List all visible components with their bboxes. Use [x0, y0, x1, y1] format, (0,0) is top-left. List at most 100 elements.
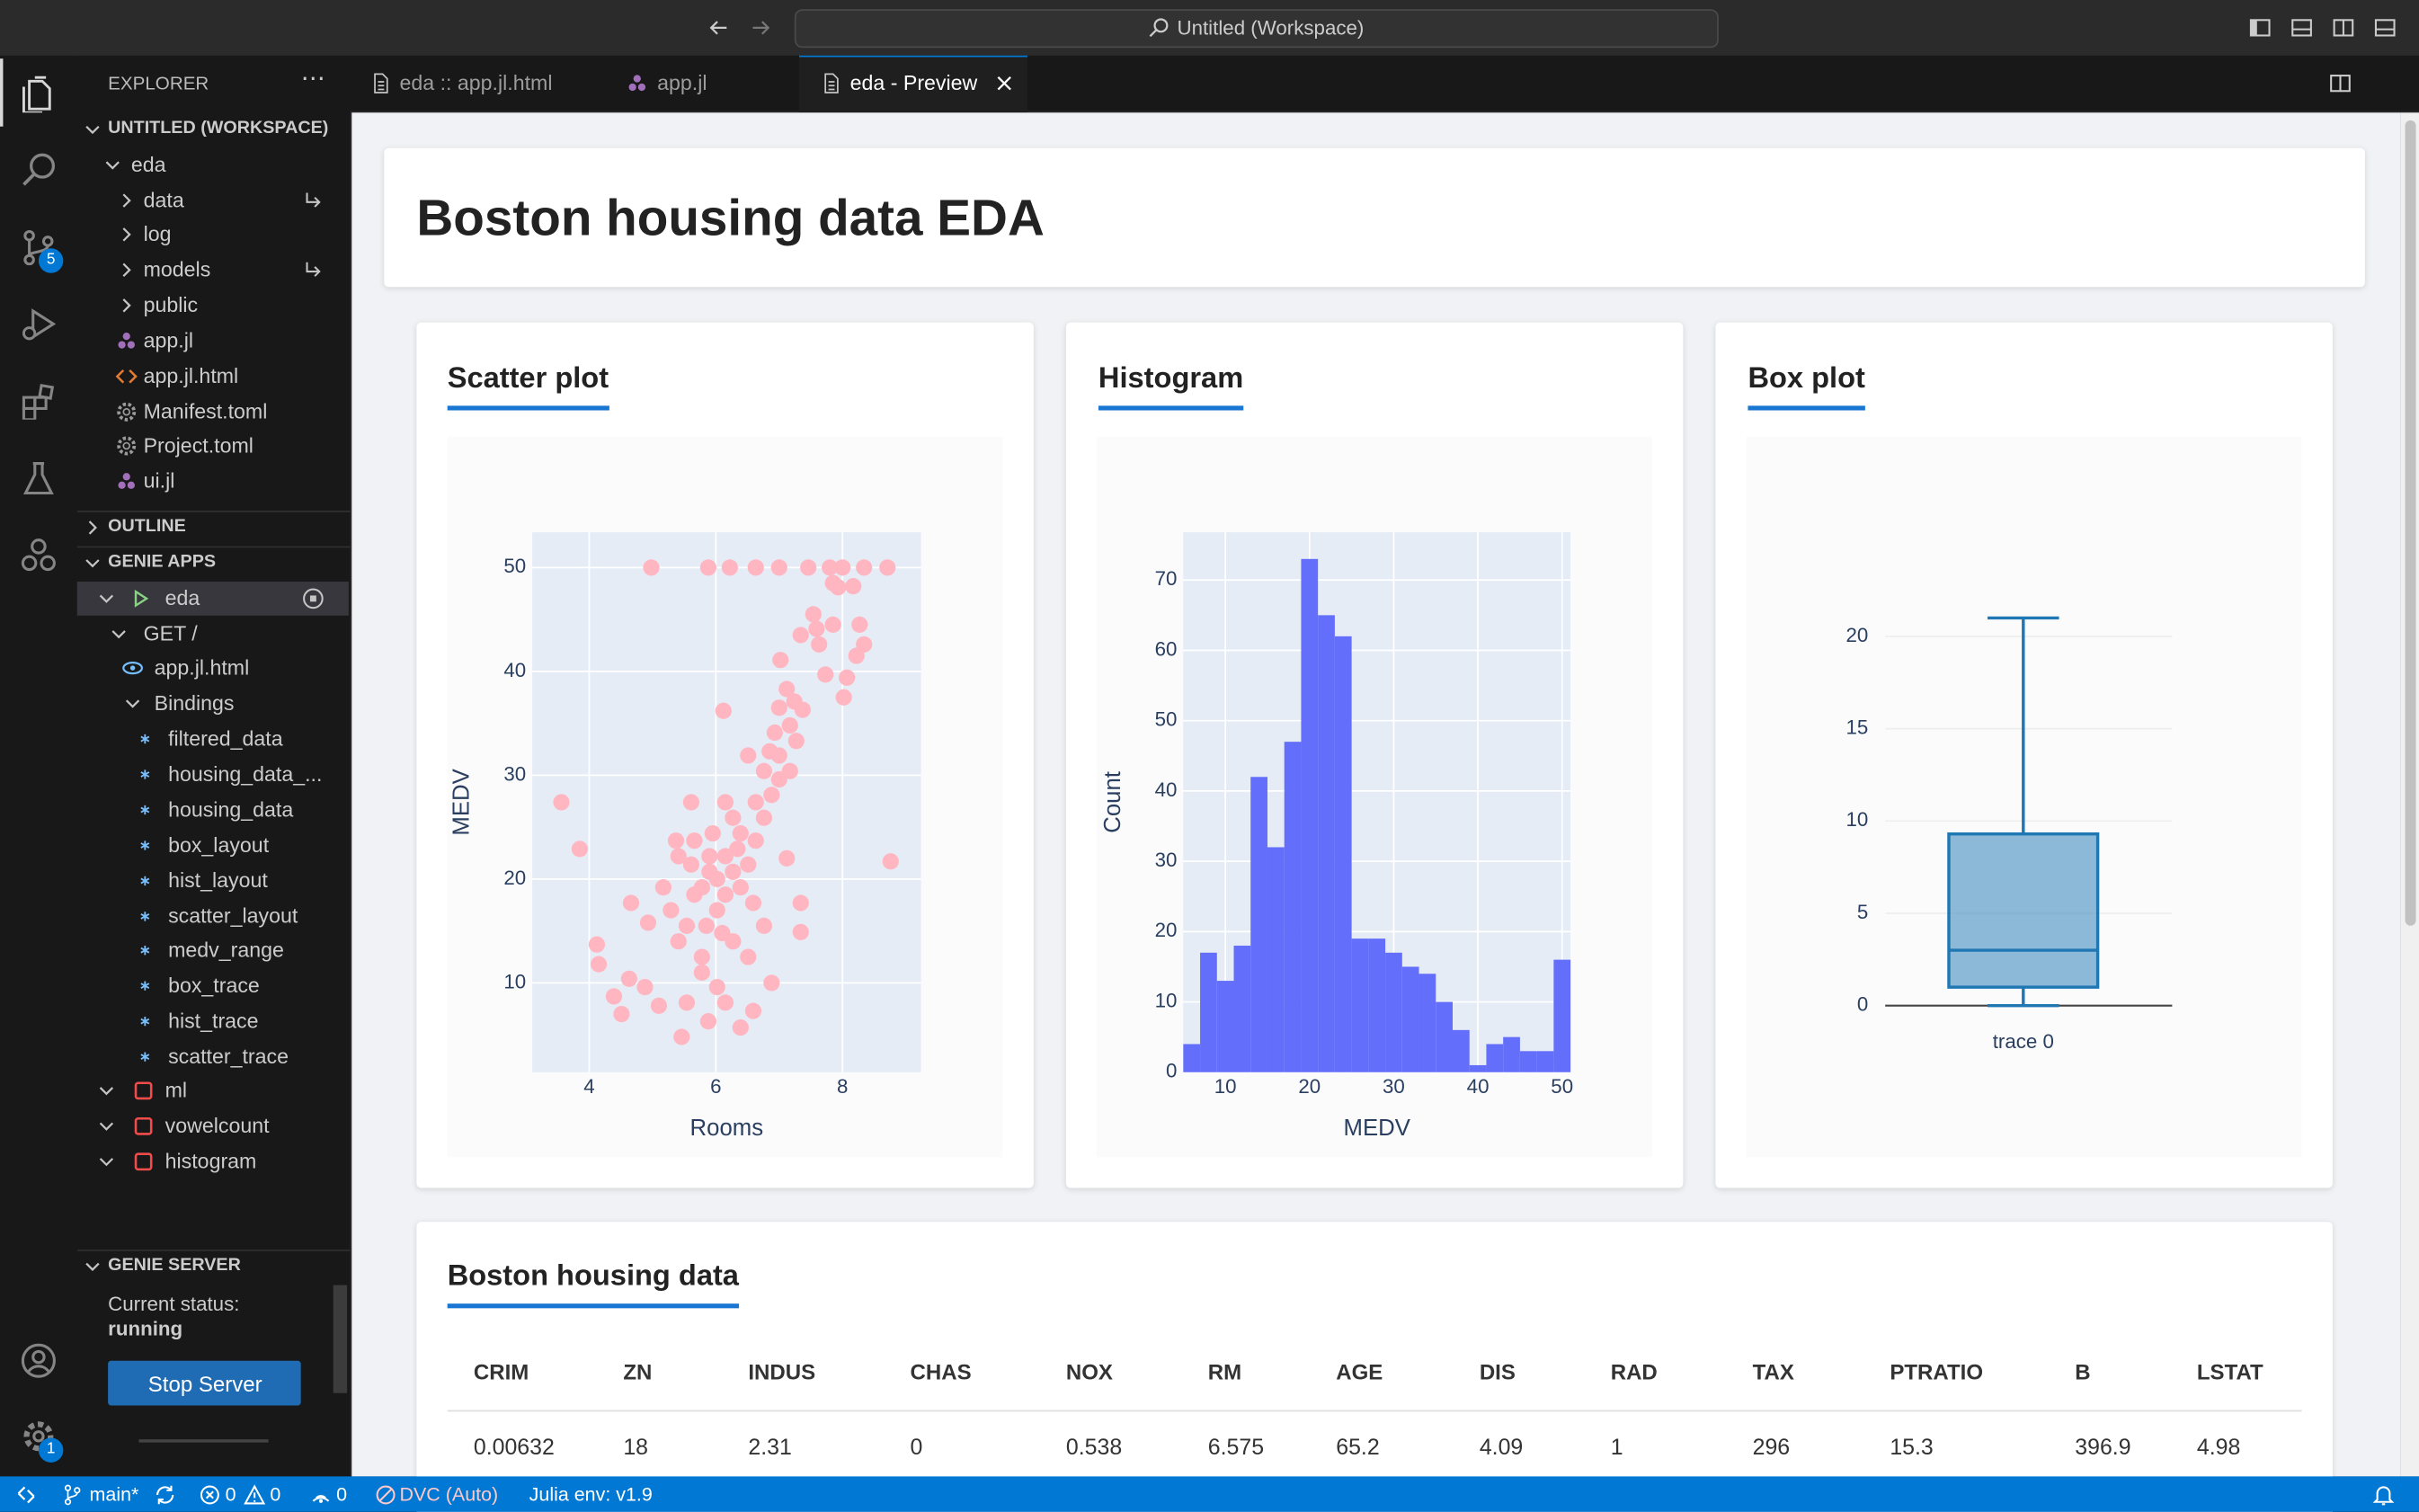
- warning-count[interactable]: 0: [270, 1483, 281, 1506]
- icon: [22, 383, 55, 420]
- tree-item[interactable]: box_trace: [168, 974, 260, 998]
- tree-item[interactable]: models: [143, 258, 211, 281]
- stop-server-button[interactable]: [108, 1360, 301, 1406]
- section-header[interactable]: UNTITLED (WORKSPACE): [108, 119, 329, 138]
- badge: 1: [38, 1437, 64, 1463]
- histogram-bar: [1318, 615, 1335, 1072]
- icon: [22, 153, 56, 186]
- icon: [122, 298, 131, 313]
- x-tick-label: 40: [1467, 1075, 1490, 1098]
- x-axis-title: Rooms: [690, 1116, 764, 1141]
- tree-item[interactable]: eda: [165, 586, 200, 610]
- table-cell: 296: [1752, 1436, 1791, 1461]
- command-center[interactable]: [794, 9, 1719, 49]
- icon-shape: [17, 1486, 35, 1504]
- icon: [22, 76, 51, 113]
- tree-item[interactable]: hist_trace: [168, 1009, 259, 1033]
- tree-item[interactable]: public: [143, 293, 199, 317]
- table-cell: 1: [1610, 1436, 1623, 1461]
- section-header[interactable]: OUTLINE: [108, 517, 186, 536]
- scatter-point: [678, 917, 696, 934]
- branch[interactable]: main*: [89, 1483, 139, 1506]
- tree-item[interactable]: app.jl: [143, 328, 194, 352]
- column-header: B: [2075, 1358, 2091, 1384]
- icon: [134, 1152, 153, 1171]
- scatter-point: [882, 853, 899, 870]
- icon-shape: [22, 326, 37, 341]
- section-header[interactable]: GENIE APPS: [108, 552, 217, 572]
- tree-item[interactable]: housing_data: [168, 797, 294, 822]
- histogram-bar: [1200, 952, 1217, 1072]
- scatter-point: [654, 879, 671, 896]
- tab[interactable]: app.jl: [657, 71, 707, 95]
- scatter-point: [747, 832, 764, 849]
- icon: [376, 1485, 396, 1505]
- search-text[interactable]: Untitled (Workspace): [1177, 16, 1365, 40]
- tree-item[interactable]: Bindings: [154, 691, 235, 716]
- more-actions[interactable]: ⋯: [300, 66, 326, 93]
- scrollbar[interactable]: [333, 1285, 348, 1393]
- tree-item[interactable]: histogram: [165, 1149, 257, 1173]
- tree-item[interactable]: scatter_layout: [168, 903, 298, 928]
- scrollbar-thumb[interactable]: [2405, 120, 2416, 926]
- sidebar-title: EXPLORER: [108, 72, 209, 94]
- tree-item[interactable]: ui.jl: [143, 469, 175, 493]
- dvc[interactable]: DVC (Auto): [399, 1483, 499, 1506]
- icon: [85, 559, 100, 568]
- icon-shape: [2291, 19, 2312, 37]
- icon-shape: [122, 262, 131, 277]
- histogram-bar: [1452, 1029, 1470, 1072]
- tab[interactable]: eda - Preview: [849, 71, 978, 95]
- tree-item[interactable]: Manifest.toml: [143, 399, 268, 423]
- icon-shape: [752, 21, 770, 35]
- icon: [99, 594, 114, 603]
- tree-item[interactable]: log: [143, 222, 172, 246]
- icon-shape: [122, 661, 144, 675]
- histogram-bar: [1216, 981, 1234, 1072]
- icon-shape: [64, 1499, 72, 1506]
- icon-shape: [200, 1485, 219, 1505]
- tree-item[interactable]: data: [143, 188, 184, 212]
- icon-shape: [23, 229, 35, 242]
- column-header: ZN: [623, 1358, 653, 1384]
- icon-shape: [205, 1490, 214, 1499]
- icon-shape: [2374, 19, 2396, 37]
- icon: [2330, 75, 2351, 93]
- y-tick-label: 0: [1857, 993, 1868, 1016]
- tree-item[interactable]: Project.toml: [143, 433, 253, 458]
- icon: [99, 1122, 114, 1131]
- tab[interactable]: eda :: app.jl.html: [399, 71, 553, 95]
- icon-shape: [85, 559, 100, 568]
- table-cell: 65.2: [1336, 1436, 1380, 1461]
- icon: [140, 805, 150, 814]
- tree-item[interactable]: app.jl.html: [154, 655, 250, 680]
- tree-item[interactable]: hist_layout: [168, 867, 268, 892]
- tree-item[interactable]: medv_range: [168, 938, 284, 963]
- card-title: Scatter plot: [447, 362, 609, 411]
- scatter-point: [729, 840, 746, 858]
- julia-env[interactable]: Julia env: v1.9: [529, 1483, 653, 1506]
- icon: [117, 436, 137, 456]
- tree-item[interactable]: box_layout: [168, 832, 270, 857]
- tree-item[interactable]: GET /: [143, 622, 198, 645]
- tree-item[interactable]: scatter_trace: [168, 1045, 289, 1069]
- section-header[interactable]: GENIE SERVER: [108, 1256, 241, 1276]
- tree-item[interactable]: eda: [130, 153, 166, 177]
- tree-item[interactable]: ml: [165, 1079, 188, 1102]
- scatter-point: [811, 636, 828, 653]
- icon-shape: [306, 192, 321, 208]
- icon-shape: [22, 462, 54, 495]
- ports-count[interactable]: 0: [336, 1483, 348, 1506]
- scatter-point: [834, 559, 851, 576]
- tree-item[interactable]: housing_data_...: [168, 762, 323, 786]
- icon: [99, 1087, 114, 1096]
- icon: [2249, 19, 2271, 37]
- x-tick-label: trace 0: [1993, 1030, 2054, 1053]
- icon: [88, 520, 97, 535]
- error-count[interactable]: 0: [225, 1483, 236, 1506]
- tree-item[interactable]: vowelcount: [165, 1114, 270, 1138]
- tree-item[interactable]: app.jl.html: [143, 364, 239, 388]
- button-label[interactable]: Stop Server: [147, 1371, 262, 1397]
- tree-item[interactable]: filtered_data: [168, 726, 283, 751]
- column-header: TAX: [1752, 1358, 1794, 1384]
